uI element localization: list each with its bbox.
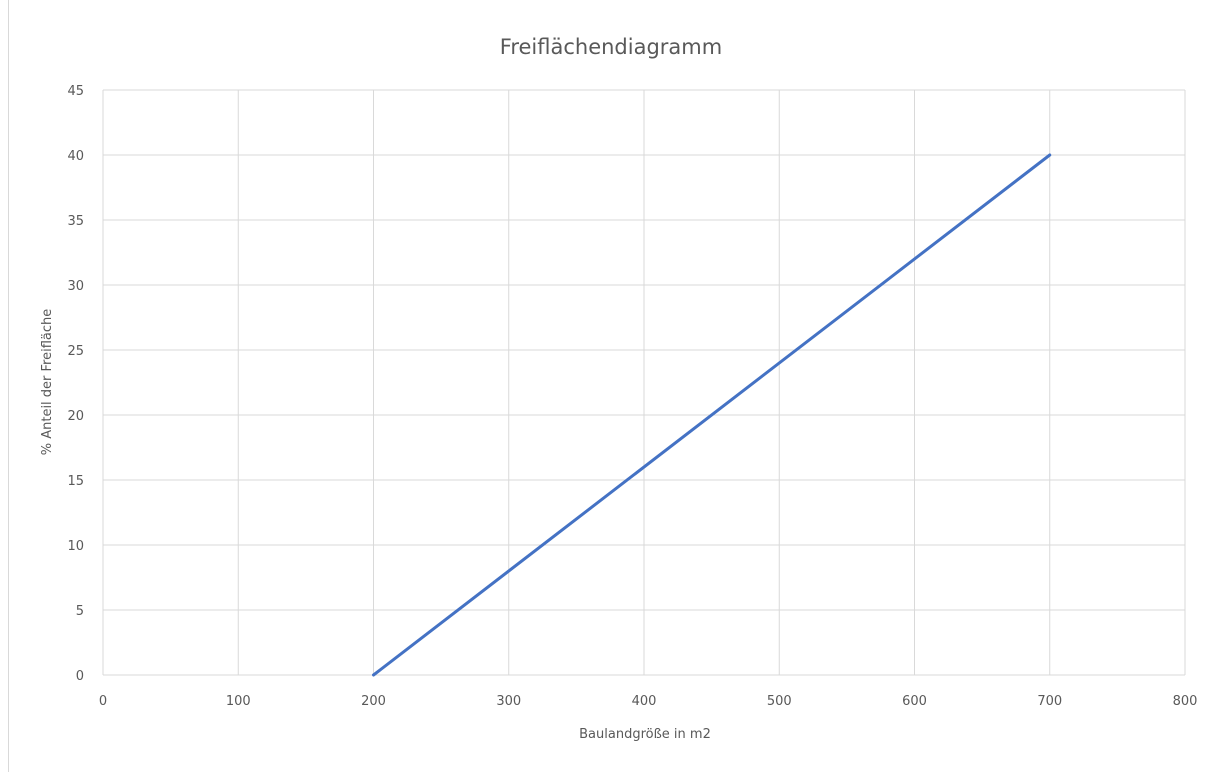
x-tick-label: 600 [902,694,927,709]
y-tick-label: 15 [67,474,84,489]
x-axis-title: Baulandgröße in m2 [579,727,711,742]
x-tick-label: 500 [767,694,792,709]
x-tick-label: 300 [496,694,521,709]
y-tick-label: 45 [67,84,84,99]
series-layer [372,153,1052,677]
chart-title: Freiflächendiagramm [500,35,722,59]
x-tick-label: 400 [632,694,657,709]
x-tick-label: 200 [361,694,386,709]
y-axis-title: % Anteil der Freifläche [40,309,55,456]
series-line [372,153,1052,677]
chart-left-border [8,0,9,772]
y-tick-label: 30 [67,279,84,294]
y-tick-labels: 0 5 10 15 20 25 30 35 40 45 [67,84,84,684]
x-tick-labels: 0 100 200 300 400 500 600 700 800 [99,694,1198,709]
y-tick-label: 35 [67,214,84,229]
x-tick-label: 0 [99,694,107,709]
grid-layer [102,89,1186,676]
x-tick-label: 800 [1173,694,1198,709]
y-tick-label: 10 [67,539,84,554]
x-tick-label: 700 [1037,694,1062,709]
y-tick-label: 25 [67,344,84,359]
y-tick-label: 5 [76,604,84,619]
x-tick-label: 100 [226,694,251,709]
y-tick-label: 0 [76,669,84,684]
y-tick-label: 40 [67,149,84,164]
y-tick-label: 20 [67,409,84,424]
